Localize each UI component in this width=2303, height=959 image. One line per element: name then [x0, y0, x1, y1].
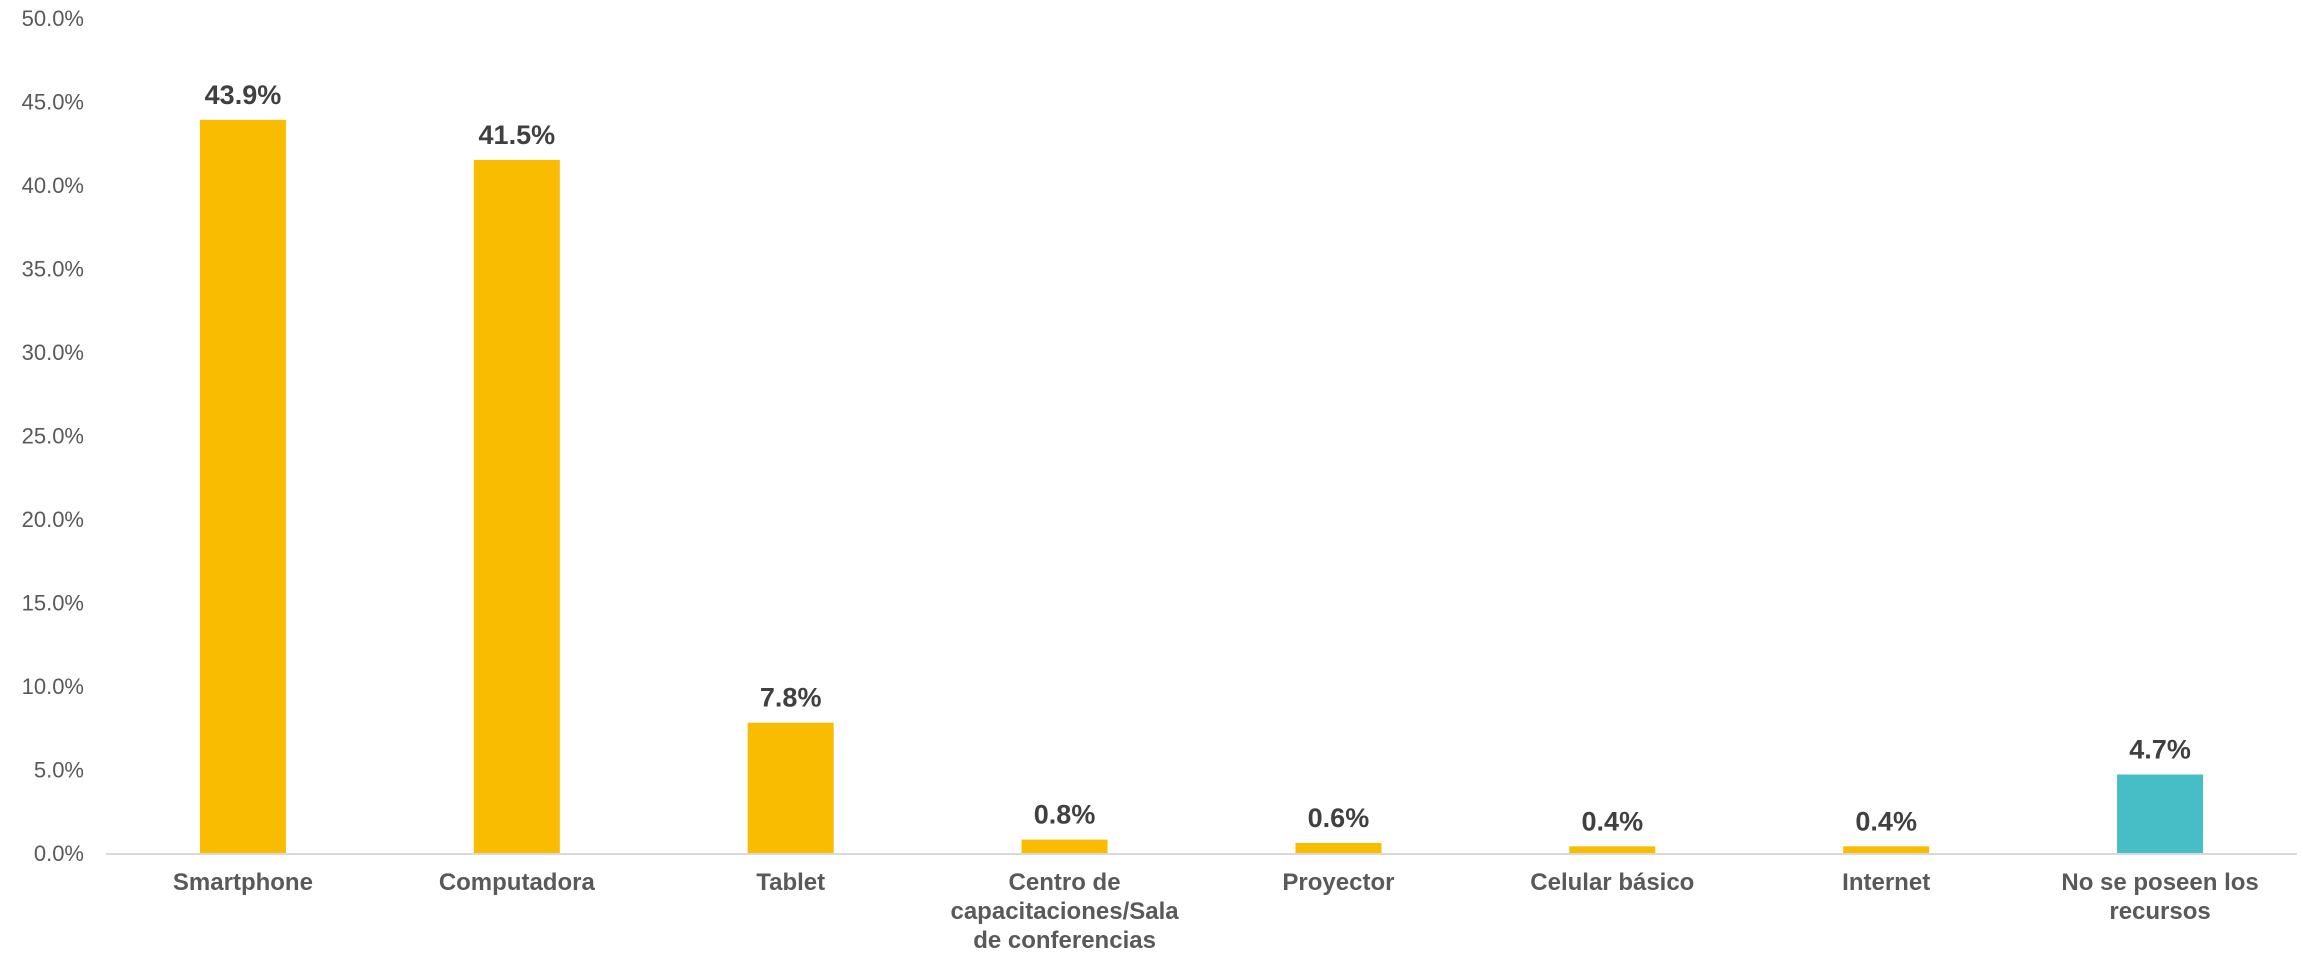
x-tick-label-line: Proyector [1282, 869, 1394, 896]
data-labels-group: 43.9% 41.5% 7.8% 0.8% 0.6% 0.4% 0.4% 4.7% [205, 80, 2191, 836]
x-tick-label: Celular básico [1530, 869, 1694, 896]
y-tick-label: 50.0% [22, 6, 84, 31]
x-tick-label: Computadora [439, 869, 596, 896]
data-label: 0.4% [1582, 806, 1644, 836]
x-tick-label-line: de conferencias [973, 927, 1156, 954]
data-label: 0.8% [1034, 800, 1096, 830]
y-tick-label: 25.0% [22, 424, 84, 449]
bars-group [199, 119, 2204, 854]
y-tick-label: 45.0% [22, 90, 84, 115]
y-tick-label: 5.0% [34, 758, 84, 783]
x-tick-label-line: Tablet [756, 869, 825, 896]
y-tick-label: 35.0% [22, 257, 84, 282]
data-label: 4.7% [2129, 735, 2191, 765]
x-tick-label: No se poseen los recursos [2061, 869, 2258, 925]
x-tick-label-line: capacitaciones/Sala [950, 898, 1179, 925]
x-tick-label-line: Internet [1842, 869, 1930, 896]
bar[interactable] [1295, 842, 1382, 853]
x-tick-label-line: Centro de [1009, 869, 1121, 896]
x-tick-label: Centro de capacitaciones/Sala de conferenc… [950, 869, 1179, 954]
bar[interactable] [199, 119, 286, 854]
y-tick-label: 30.0% [22, 340, 84, 365]
bar[interactable] [1021, 839, 1108, 853]
data-label: 0.6% [1308, 803, 1370, 833]
x-tick-label: Internet [1842, 869, 1930, 896]
data-label: 7.8% [760, 683, 822, 713]
y-tick-label: 40.0% [22, 173, 84, 198]
x-tick-label-line: recursos [2109, 898, 2210, 925]
x-tick-label-line: No se poseen los [2061, 869, 2258, 896]
x-tick-label-line: Celular básico [1530, 869, 1694, 896]
x-tick-label: Proyector [1282, 869, 1394, 896]
x-tick-label: Smartphone [173, 869, 313, 896]
data-label: 43.9% [205, 80, 282, 110]
y-tick-label: 15.0% [22, 591, 84, 616]
y-tick-label: 0.0% [34, 841, 84, 866]
bar[interactable] [473, 159, 560, 853]
x-axis: Smartphone Computadora Tablet Centro de capa… [173, 869, 2259, 954]
bar[interactable] [747, 722, 834, 853]
x-tick-label-line: Smartphone [173, 869, 313, 896]
bar[interactable] [2117, 774, 2204, 853]
bar[interactable] [1843, 846, 1930, 853]
y-tick-label: 20.0% [22, 507, 84, 532]
x-tick-label-line: Computadora [439, 869, 596, 896]
y-axis: 0.0% 5.0% 10.0% 15.0% 20.0% 25.0% 30.0% 35.0% 40… [22, 6, 84, 866]
bar[interactable] [1569, 846, 1656, 853]
data-label: 0.4% [1855, 806, 1917, 836]
data-label: 41.5% [479, 120, 556, 150]
y-tick-label: 10.0% [22, 674, 84, 699]
x-tick-label: Tablet [756, 869, 825, 896]
